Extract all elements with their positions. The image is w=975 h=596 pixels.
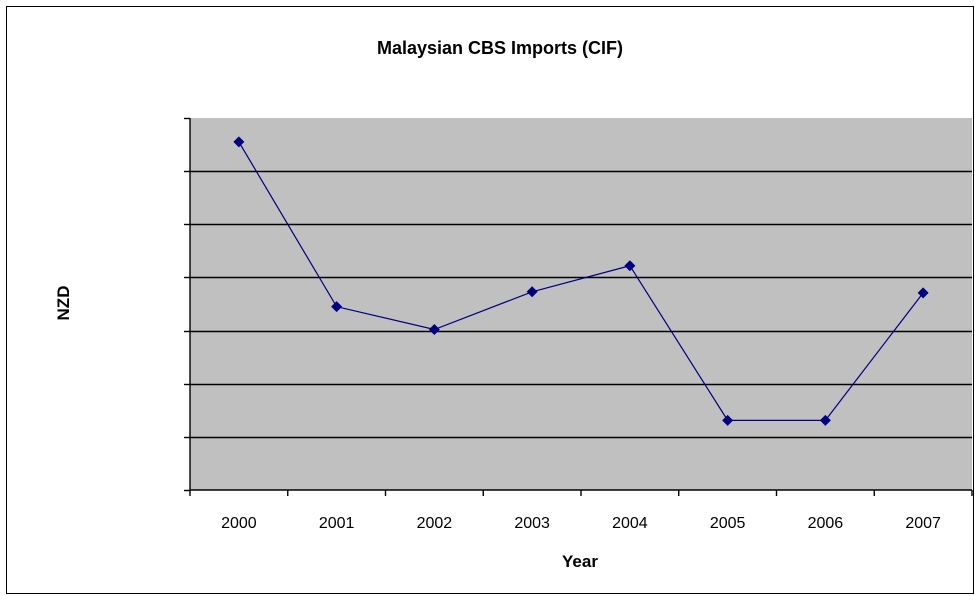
chart-title: Malaysian CBS Imports (CIF) — [377, 38, 623, 58]
axes — [184, 117, 973, 496]
x-tick-label: 2007 — [905, 515, 941, 532]
x-tick-labels: 2000 2001 2002 2003 2004 2005 2006 2007 — [221, 515, 941, 532]
x-tick-label: 2002 — [417, 515, 453, 532]
x-tick-label: 2003 — [514, 515, 550, 532]
x-tick-label: 2001 — [319, 515, 355, 532]
data-point-marker — [233, 136, 245, 148]
data-point-marker — [428, 324, 440, 336]
data-point-marker — [526, 286, 538, 298]
gridlines — [190, 170, 972, 439]
x-tick-label: 2005 — [710, 515, 746, 532]
x-tick-label: 2000 — [221, 515, 257, 532]
y-axis-title: NZD — [54, 286, 73, 321]
series-line — [238, 141, 924, 421]
plot-area — [190, 118, 972, 490]
data-point-marker — [624, 260, 636, 272]
data-point-marker — [722, 414, 734, 426]
data-point-marker — [819, 414, 831, 426]
data-point-marker — [331, 301, 343, 313]
x-tick-label: 2004 — [612, 515, 648, 532]
x-axis-title: Year — [562, 552, 598, 571]
data-point-marker — [917, 287, 929, 299]
x-tick-label: 2006 — [808, 515, 844, 532]
series-layer — [233, 136, 929, 426]
